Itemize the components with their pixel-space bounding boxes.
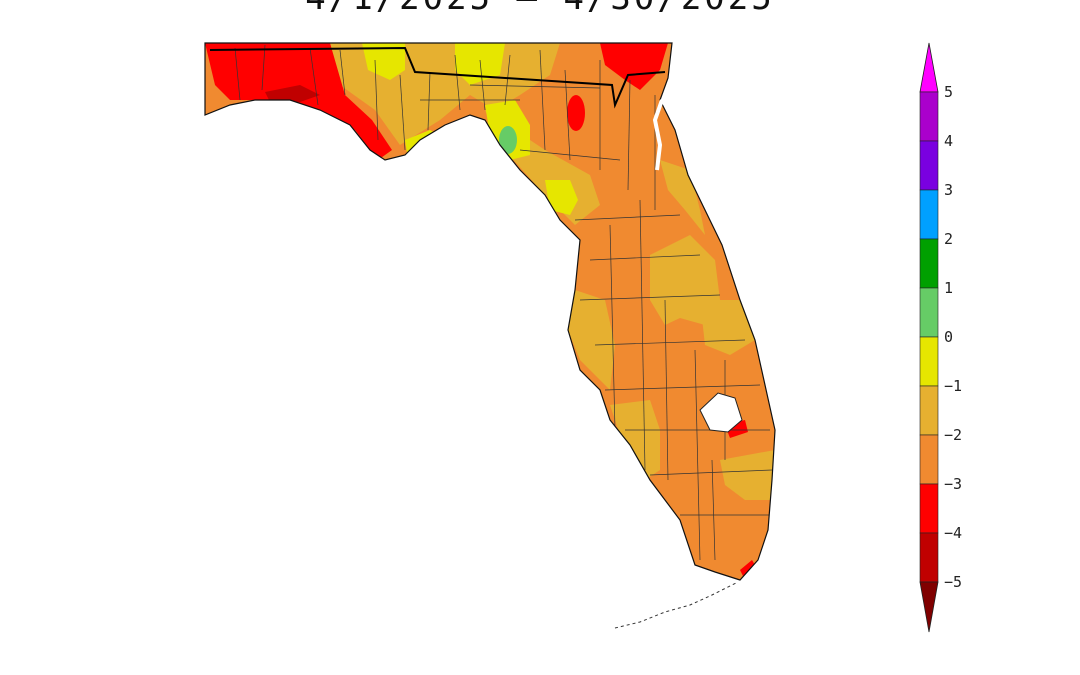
legend-label-2: 2 xyxy=(944,230,953,248)
region-minus1-to-0-d xyxy=(545,180,578,215)
legend-label-m3: −3 xyxy=(944,475,962,493)
legend-label-1: 1 xyxy=(944,279,953,297)
region-minus2-to-minus1-northeast xyxy=(660,160,705,235)
legend-box-3-4 xyxy=(919,140,939,191)
region-minus5-to-minus4 xyxy=(265,85,320,102)
legend-box-m1-0 xyxy=(919,336,939,387)
legend-box-m3-m2 xyxy=(919,434,939,485)
legend-label-m2: −2 xyxy=(944,426,962,444)
legend-label-m1: −1 xyxy=(944,377,962,395)
region-minus4-to-minus3-north-central xyxy=(567,95,585,131)
state-outline xyxy=(204,42,776,581)
county-boundaries xyxy=(234,44,773,561)
region-minus4-to-minus3-northeast xyxy=(600,43,668,90)
legend-label-4: 4 xyxy=(944,132,953,150)
legend-box-2-3 xyxy=(919,189,939,240)
legend-label-m5: −5 xyxy=(944,573,962,591)
legend-box-m4-m3 xyxy=(919,483,939,534)
region-minus2-to-minus1-southwest xyxy=(610,400,660,480)
legend-label-3: 3 xyxy=(944,181,953,199)
region-minus2-to-minus1-westcoast xyxy=(568,290,615,390)
legend-box-m2-m1 xyxy=(919,385,939,436)
state-border-north xyxy=(209,46,666,109)
lake-okeechobee xyxy=(699,392,743,433)
legend-box-4-5 xyxy=(919,91,939,142)
legend-label-5: 5 xyxy=(944,83,953,101)
legend-label-m4: −4 xyxy=(944,524,962,542)
legend-box-m5-m4 xyxy=(919,532,939,583)
st-johns-river xyxy=(652,99,664,171)
region-minus2-to-minus1-southeast xyxy=(720,450,775,500)
region-0-to-1 xyxy=(499,126,517,154)
map-title: 4/1/2025 – 4/30/2025 xyxy=(0,0,1080,18)
legend-label-0: 0 xyxy=(944,328,953,346)
region-minus1-to-0-a xyxy=(362,43,405,80)
legend-box-1-2 xyxy=(919,238,939,289)
region-minus2-to-minus1-panhandle xyxy=(330,43,470,145)
legend-box-0-1 xyxy=(919,287,939,338)
legend-arrow-bottom xyxy=(919,581,939,633)
legend-arrow-top xyxy=(919,42,939,93)
